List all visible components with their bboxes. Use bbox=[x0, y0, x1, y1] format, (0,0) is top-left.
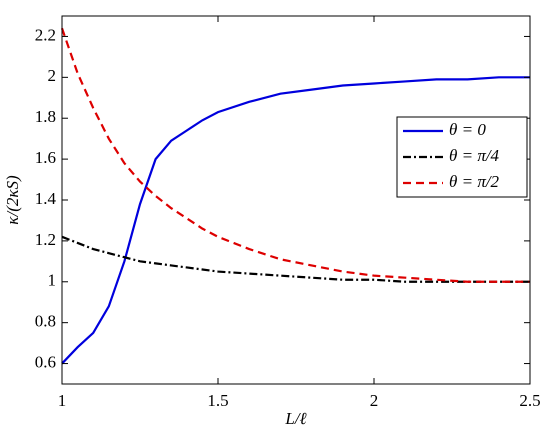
y-axis-label: κ/(2κS) bbox=[3, 175, 22, 225]
legend-label: θ = π/4 bbox=[449, 146, 500, 165]
y-tick-label: 1.8 bbox=[35, 107, 56, 126]
legend-label: θ = π/2 bbox=[449, 172, 500, 191]
x-tick-label: 1 bbox=[58, 391, 67, 410]
x-tick-label: 2 bbox=[370, 391, 379, 410]
data-line bbox=[61, 76, 530, 365]
x-tick-label: 2.5 bbox=[519, 391, 540, 410]
legend-label: θ = 0 bbox=[449, 120, 486, 139]
x-tick-label: 1.5 bbox=[207, 391, 228, 410]
y-tick-label: 1 bbox=[48, 271, 57, 290]
plot-frame bbox=[61, 15, 531, 385]
data-line bbox=[61, 235, 530, 283]
data-line bbox=[60, 27, 530, 283]
y-tick-label: 1.4 bbox=[35, 189, 57, 208]
y-tick-label: 0.6 bbox=[35, 352, 56, 371]
x-axis-label: L/ℓ bbox=[284, 409, 306, 428]
y-tick-label: 2 bbox=[48, 66, 57, 85]
y-tick-label: 1.2 bbox=[35, 230, 56, 249]
y-tick-label: 0.8 bbox=[35, 312, 56, 331]
y-tick-label: 1.6 bbox=[35, 148, 56, 167]
y-tick-label: 2.2 bbox=[35, 25, 56, 44]
